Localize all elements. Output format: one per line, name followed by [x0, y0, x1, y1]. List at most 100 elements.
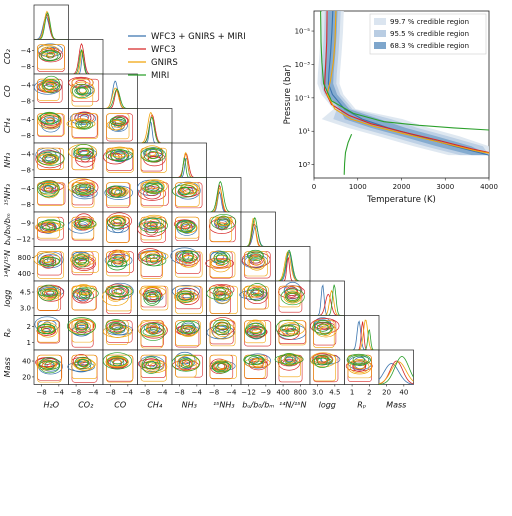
contour-line: [71, 183, 95, 196]
contour-line: [178, 186, 191, 196]
contour-panel: [137, 246, 173, 282]
contour-line: [38, 50, 61, 62]
contour-line: [80, 290, 91, 296]
inset-y-tick-label: 10¹: [298, 128, 310, 136]
pt-profile-inset: 0 1000 2000 3000 4000 10⁻⁵ 10⁻³ 10⁻¹ 10¹ 10³ Tempe…: [283, 10, 498, 205]
contour-panel: [171, 177, 207, 213]
contour-line: [80, 122, 89, 128]
contour-line: [102, 325, 133, 338]
contour-line: [176, 320, 201, 334]
contour-line: [107, 216, 126, 229]
contour-panel: [33, 108, 69, 144]
contour-line: [38, 256, 61, 267]
contour-line: [74, 358, 95, 371]
contour-line: [279, 324, 296, 332]
x-tick-label: 400: [276, 389, 289, 397]
contour-line: [68, 318, 96, 335]
contour-line: [184, 258, 193, 265]
contour-line: [247, 254, 266, 271]
contour-panel: [68, 280, 104, 316]
contour-panel: [137, 177, 173, 213]
contour-line: [212, 287, 227, 300]
contour-line: [311, 357, 333, 366]
inset-x-tick-label: 4000: [480, 183, 498, 191]
contour-line: [313, 320, 332, 336]
panel-frame: [33, 108, 69, 144]
contour-line: [176, 290, 195, 303]
contour-line: [112, 359, 123, 365]
contour-panel: [101, 280, 138, 316]
contour-line: [249, 327, 262, 334]
contour-panel: [33, 211, 69, 247]
contour-line: [147, 150, 159, 159]
inset-legend-swatch: [374, 42, 386, 49]
contour-line: [216, 252, 228, 264]
contour-panel: [137, 315, 173, 351]
contour-line: [150, 183, 159, 190]
y-tick-label: −9: [21, 220, 31, 228]
corner-plot: −4 −8 CO₂ −4 −8 CO −4 −8 CH₄ −4 −8 NH₃ −4 −8 ¹⁵NH₃ −9 −1…: [3, 4, 414, 410]
contour-panel: [33, 349, 69, 385]
contour-line: [108, 322, 123, 331]
contour-line: [37, 251, 65, 279]
contour-line: [247, 283, 268, 301]
contour-line: [143, 221, 164, 229]
contour-line: [75, 120, 93, 130]
contour-panel: [275, 280, 311, 316]
x-axis-label: Rₚ: [357, 401, 367, 410]
y-axis-label: CH₄: [3, 118, 12, 134]
contour-line: [37, 324, 56, 334]
contour-line: [278, 285, 306, 299]
contour-line: [145, 291, 159, 305]
contour-line: [143, 287, 162, 303]
contour-line: [348, 354, 370, 365]
contour-line: [70, 81, 95, 100]
contour-line: [352, 355, 365, 364]
contour-line: [182, 324, 194, 330]
y-axis-label: CO₂: [3, 48, 12, 64]
contour-line: [209, 320, 236, 347]
pt-profile-line: [343, 133, 353, 175]
contour-line: [106, 251, 130, 277]
contour-line: [102, 352, 132, 370]
contour-line: [206, 287, 233, 300]
x-tick-label: 40: [399, 389, 408, 397]
contour-line: [41, 50, 59, 61]
x-tick-label: −8: [71, 389, 81, 397]
contour-line: [285, 291, 301, 303]
contour-panel: [102, 108, 138, 144]
inset-y-tick-label: 10⁻⁵: [295, 28, 311, 36]
contour-line: [74, 356, 92, 370]
x-tick-label: 4.5: [329, 389, 340, 397]
contour-panel: [66, 108, 104, 144]
contour-panel: [102, 211, 138, 247]
contour-line: [141, 254, 167, 267]
contour-panel: [33, 73, 69, 109]
contour-line: [109, 116, 127, 126]
hist-panel: [137, 108, 173, 144]
contour-panel: [102, 315, 138, 351]
hist-panel: [344, 315, 380, 351]
contour-line: [175, 221, 196, 232]
contour-line: [280, 288, 305, 306]
contour-panel: [33, 315, 69, 351]
contour-panel: [206, 349, 242, 385]
y-axis-label: bᵤ/b₀/bₘ: [3, 213, 12, 245]
y-tick-label: −8: [21, 166, 31, 174]
contour-panel: [170, 246, 207, 282]
contour-panel: [205, 246, 242, 282]
contour-line: [43, 290, 57, 298]
contour-panel: [67, 315, 104, 351]
contour-line: [140, 320, 164, 349]
contour-line: [74, 256, 87, 266]
panel-frame: [240, 211, 276, 247]
x-tick-label: −4: [192, 389, 203, 397]
inset-x-tick-label: 3000: [436, 183, 454, 191]
contour-panel: [309, 315, 345, 351]
y-axis-label: Rₚ: [3, 328, 12, 338]
y-tick-label: −4: [21, 47, 32, 55]
x-axis-label: logg: [319, 401, 336, 410]
x-axis-label: ¹⁵NH₃: [213, 401, 235, 410]
contour-line: [71, 354, 98, 380]
